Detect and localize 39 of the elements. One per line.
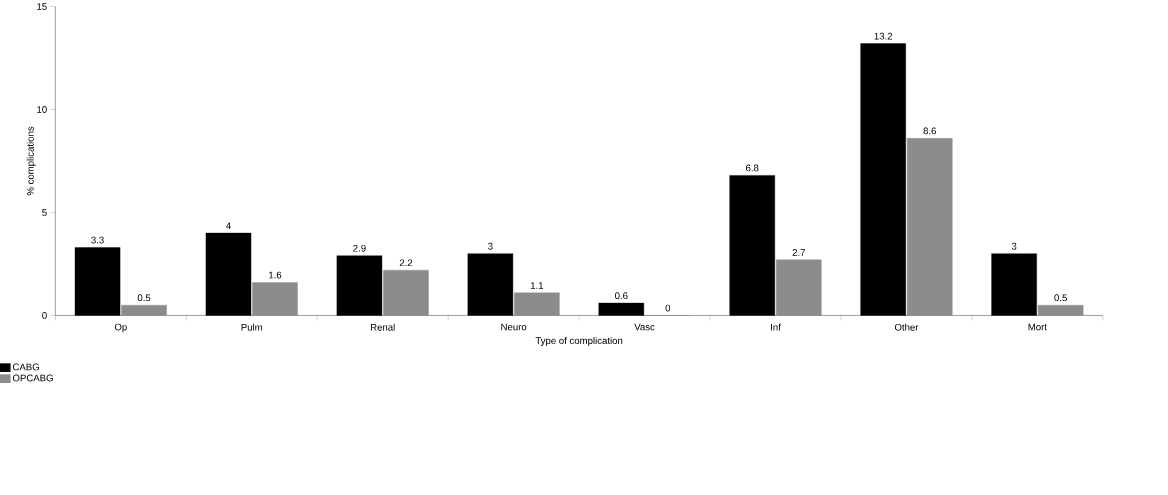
x-tick-label: Inf xyxy=(771,323,781,331)
data-label: 2.2 xyxy=(399,259,413,267)
bar xyxy=(121,305,167,316)
legend-label: CABG xyxy=(12,363,39,371)
bar xyxy=(776,259,822,316)
x-axis-title: Type of complication xyxy=(535,337,623,347)
data-label: 0 xyxy=(665,304,671,312)
bar xyxy=(1037,305,1084,316)
x-tick-label: Renal xyxy=(370,323,395,331)
y-axis-title: % complications xyxy=(26,126,36,196)
data-label: 0.5 xyxy=(1054,294,1067,302)
x-tick-label: Other xyxy=(894,323,919,331)
x-tick-label: Neuro xyxy=(501,323,527,331)
bar xyxy=(252,282,298,316)
data-label: 8.6 xyxy=(923,127,936,135)
bar xyxy=(383,270,429,316)
y-tick-label: 5 xyxy=(42,209,47,217)
bar xyxy=(906,138,953,316)
y-tick-label: 0 xyxy=(42,312,47,320)
x-tick-label: Op xyxy=(114,323,127,333)
data-label: 0.5 xyxy=(137,294,151,302)
data-label: 13.2 xyxy=(874,32,893,40)
x-tick-label: Pulm xyxy=(241,323,263,331)
data-label: 3.3 xyxy=(91,236,104,244)
x-tick-label: Mort xyxy=(1028,323,1047,331)
x-tick-label: Vasc xyxy=(634,323,655,331)
data-label: 4 xyxy=(226,222,231,230)
data-label: 1.6 xyxy=(269,271,282,279)
data-label: 6.8 xyxy=(746,164,759,172)
bar xyxy=(514,292,560,316)
y-tick-label: 15 xyxy=(37,3,47,11)
data-label: 3 xyxy=(1011,243,1017,250)
data-label: 3 xyxy=(488,243,493,250)
data-label: 2.7 xyxy=(792,249,805,256)
y-tick-label: 10 xyxy=(37,106,47,114)
data-label: 0.6 xyxy=(615,292,628,300)
data-label: 1.1 xyxy=(530,282,544,289)
data-label: 2.9 xyxy=(353,245,366,252)
legend-label: OPCABG xyxy=(12,374,53,382)
